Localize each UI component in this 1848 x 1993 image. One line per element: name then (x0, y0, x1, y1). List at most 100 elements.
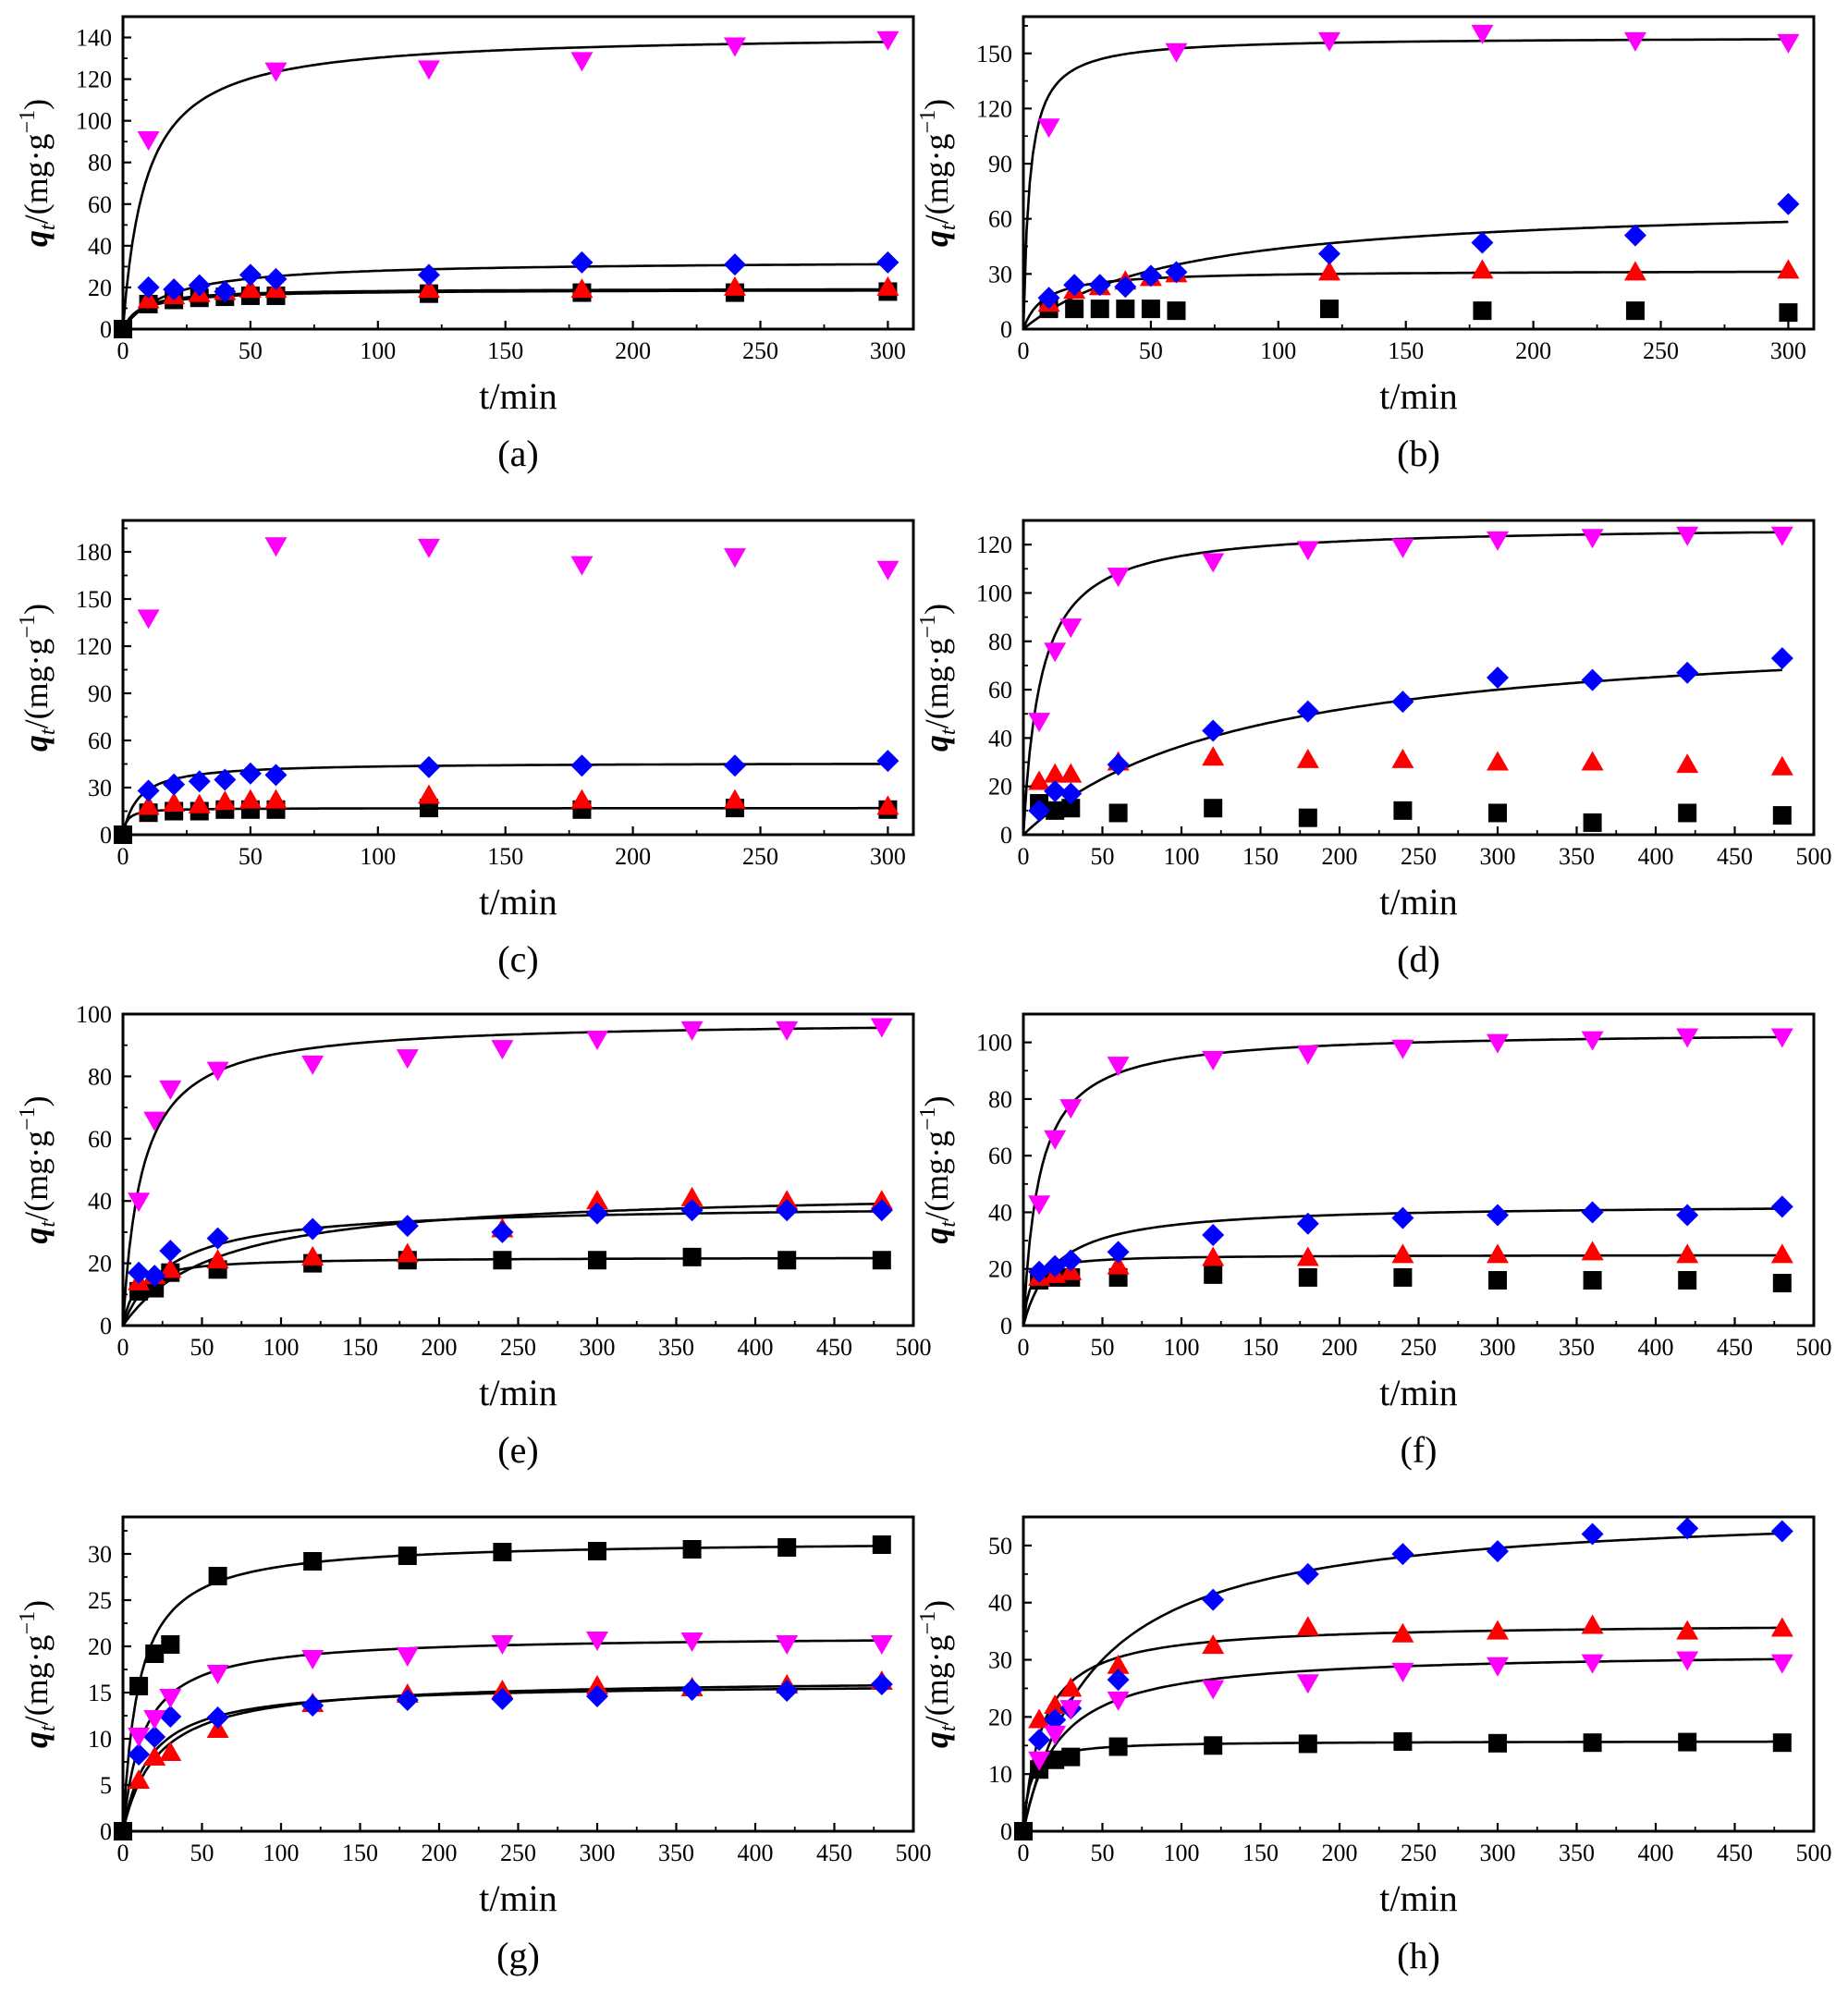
data-point-s2 (163, 792, 186, 812)
x-tick-label: 50 (1091, 843, 1115, 870)
data-points (114, 1535, 893, 1840)
data-point-s4 (206, 1665, 229, 1684)
x-tick-label: 100 (263, 1334, 300, 1361)
data-point-s3 (1487, 666, 1509, 689)
data-point-s1 (1116, 300, 1135, 319)
y-tick-label: 140 (76, 25, 112, 52)
y-tick-label: 100 (976, 1030, 1012, 1057)
data-point-s3 (680, 1679, 704, 1701)
data-point-s3 (128, 1261, 151, 1284)
y-tick-label: 80 (88, 150, 112, 177)
data-point-s4 (570, 556, 594, 576)
data-point-s3 (1777, 192, 1800, 215)
data-point-s4 (1296, 1045, 1319, 1065)
fit-curve-s4 (123, 41, 888, 329)
data-point-s4 (876, 31, 900, 51)
data-points (128, 1018, 893, 1301)
x-tick-label: 250 (742, 843, 778, 870)
data-point-s2 (1107, 1254, 1130, 1275)
fit-curve-s2 (1023, 270, 1789, 329)
x-tick-label: 0 (1018, 1334, 1030, 1361)
data-point-s3 (1487, 1540, 1509, 1563)
data-point-s3 (1770, 647, 1793, 670)
data-point-s2 (159, 1258, 182, 1278)
x-tick-label: 50 (1091, 1334, 1115, 1361)
data-point-s3 (163, 278, 186, 301)
data-point-s4 (1581, 529, 1604, 549)
data-point-s3 (417, 263, 440, 287)
data-point-s4 (396, 1647, 419, 1667)
data-point-s1 (588, 1251, 606, 1270)
x-tick-label: 150 (487, 337, 523, 364)
y-axis-label-q: q (18, 735, 55, 752)
data-point-s2 (188, 793, 211, 813)
plot-frame (121, 15, 915, 331)
data-point-s3 (1202, 1588, 1225, 1611)
data-point-s3 (1770, 1195, 1793, 1218)
data-point-s3 (1059, 1249, 1083, 1272)
data-point-s2 (1028, 770, 1051, 790)
data-point-s2 (239, 789, 262, 809)
data-point-s4 (491, 1040, 514, 1060)
data-point-s4 (1770, 526, 1793, 546)
data-point-s4 (1028, 1751, 1051, 1771)
data-point-s2 (1059, 763, 1083, 783)
x-tick-label: 350 (658, 1840, 694, 1866)
data-point-s2 (680, 1186, 704, 1206)
data-point-s3 (188, 770, 211, 793)
x-tick-label: 100 (1164, 843, 1200, 870)
data-point-s3 (1139, 264, 1162, 287)
y-tick-label: 20 (88, 1633, 112, 1660)
x-tick-label: 50 (1139, 337, 1163, 364)
x-tick-label: 200 (615, 337, 651, 364)
fit-curve-s4 (123, 1639, 882, 1831)
x-axis-label: t/min (479, 1877, 557, 1919)
data-point-s3 (188, 274, 211, 297)
data-point-s3 (586, 1202, 608, 1225)
y-tick-label: 60 (88, 728, 112, 754)
data-point-s3 (1107, 1669, 1130, 1692)
data-point-s2 (159, 1742, 182, 1761)
x-tick-label: 500 (896, 1334, 932, 1361)
data-point-s1 (1488, 1733, 1507, 1753)
data-point-s4 (1059, 618, 1083, 639)
data-point-s3 (1107, 1241, 1130, 1264)
y-axis-label-sub: t (36, 1724, 60, 1731)
x-tick-label: 100 (360, 843, 396, 870)
data-point-s2 (301, 1245, 324, 1265)
y-axis-label-exp: −1 (16, 1107, 40, 1131)
y-axis-label-close: ) (18, 1095, 55, 1107)
data-point-s1 (1046, 801, 1065, 820)
data-point-s3 (128, 1743, 151, 1766)
fit-curve-s3 (123, 1210, 882, 1326)
data-points (1028, 1028, 1793, 1293)
data-point-s2 (1391, 748, 1414, 768)
data-point-s4 (1487, 1033, 1509, 1054)
x-tick-label: 350 (1559, 1840, 1595, 1866)
data-point-s3 (1676, 661, 1699, 684)
data-point-s3 (1581, 1201, 1604, 1224)
data-point-s3 (570, 754, 594, 777)
data-point-s1 (493, 1251, 512, 1270)
data-point-s3 (239, 762, 262, 785)
y-tick-label: 40 (88, 233, 112, 260)
data-point-s2 (876, 275, 900, 296)
chart-panel-7: 0 50 100 150 200 250 300 350 400 450 500 0 5 10 15 20 25… (16, 1515, 932, 1976)
data-point-s3 (1770, 1520, 1793, 1543)
data-point-s3 (137, 275, 160, 299)
data-point-s1 (1046, 1750, 1065, 1769)
data-point-s1 (1779, 303, 1798, 323)
panel-label: (f) (1401, 1429, 1438, 1471)
data-point-s4 (876, 560, 900, 581)
x-tick-label: 350 (1559, 1334, 1595, 1361)
y-axis-label-units: /(mg·g (18, 1131, 55, 1221)
data-point-s3 (1391, 691, 1414, 714)
y-tick-label: 60 (988, 206, 1012, 233)
data-point-s4 (1202, 1680, 1225, 1700)
data-point-s3 (1391, 1206, 1414, 1229)
data-point-s4 (1037, 118, 1060, 139)
data-point-s2 (1770, 1617, 1793, 1637)
y-tick-label: 25 (88, 1587, 112, 1614)
data-point-s2 (396, 1242, 419, 1263)
data-points (114, 31, 900, 338)
